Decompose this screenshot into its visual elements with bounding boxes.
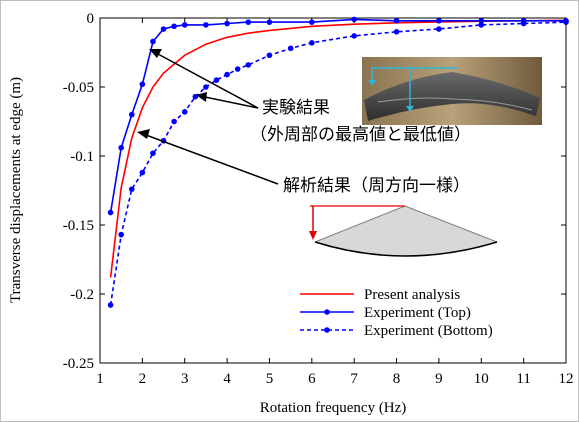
legend-marker-1	[324, 309, 330, 315]
x-tick-label: 9	[435, 371, 443, 387]
series-1-point	[118, 144, 124, 151]
series-1-point	[128, 111, 135, 118]
series-2-point	[213, 77, 220, 83]
series-2-point	[171, 118, 177, 125]
series-2-point	[351, 33, 357, 39]
series-2-point	[118, 231, 124, 238]
series-2-point	[150, 150, 156, 157]
annotation-analysis-arrow	[145, 134, 279, 185]
series-1-point	[224, 20, 230, 27]
x-tick-label: 3	[181, 371, 189, 387]
plot-frame	[99, 17, 567, 364]
annotation-experiment-arrowhead-1	[149, 49, 162, 58]
series-2-point	[393, 29, 400, 35]
series-2-point	[234, 66, 241, 72]
experiment-photo	[362, 57, 542, 125]
series-1-point	[309, 19, 315, 25]
series-2-point	[224, 71, 230, 78]
series-1-point	[351, 16, 357, 23]
series-2-point	[181, 109, 188, 115]
annotation-experiment-line2: （外周部の最高値と最低値）	[250, 125, 471, 145]
x-tick-label: 4	[223, 371, 231, 387]
annotation-analysis: 解析結果（周方向一様）	[137, 129, 470, 196]
series-2-point	[107, 302, 114, 308]
series-1-point	[160, 26, 167, 32]
series-2-point	[245, 62, 252, 68]
annotation-experiment-arrow-2	[204, 96, 259, 109]
annotation-analysis-line1: 解析結果（周方向一様）	[283, 176, 470, 196]
x-tick-label: 1	[96, 371, 104, 387]
series-1-point	[107, 209, 114, 216]
x-tick-label: 5	[266, 371, 274, 387]
x-axis-label: Rotation frequency (Hz)	[260, 400, 407, 416]
series-1-point	[478, 17, 485, 24]
series-1-point	[203, 22, 209, 28]
series-1-point	[266, 19, 273, 25]
series-2-point	[563, 19, 569, 25]
y-axis-ticks: 0 -0.05 -0.1 -0.15 -0.2 -0.25	[63, 11, 566, 372]
annotation-experiment-arrowhead-2	[196, 92, 207, 102]
y-tick-label: 0	[87, 11, 95, 27]
series-1-point	[181, 22, 188, 28]
x-tick-label: 12	[559, 371, 574, 387]
series-1-point	[436, 17, 442, 24]
series-2-point	[520, 20, 527, 27]
series-1-point	[245, 19, 252, 25]
series-2-point	[436, 26, 442, 32]
y-tick-label: -0.15	[63, 218, 94, 234]
x-tick-label: 7	[350, 371, 358, 387]
y-tick-label: -0.2	[70, 287, 94, 303]
annotation-experiment-arrow-1	[157, 53, 259, 109]
series-1-point	[150, 38, 156, 45]
legend-label-0: Present analysis	[364, 287, 460, 303]
legend-marker-2	[324, 327, 330, 333]
series-1-point	[139, 81, 146, 88]
y-axis-label: Transverse displacements at edge (m)	[8, 77, 24, 303]
x-tick-label: 11	[516, 371, 530, 387]
legend-label-2: Experiment (Bottom)	[364, 323, 493, 339]
y-tick-label: -0.05	[63, 80, 94, 96]
series-2-point	[139, 169, 146, 176]
annotation-experiment: 実験結果 （外周部の最高値と最低値）	[149, 49, 471, 145]
series-2-point	[203, 84, 209, 90]
legend: Present analysis Experiment (Top) Experime…	[300, 287, 493, 339]
series-1-point	[171, 23, 177, 30]
series-layer	[107, 16, 569, 308]
x-tick-label: 10	[474, 371, 489, 387]
series-2-point	[478, 22, 485, 28]
series-2-point	[128, 186, 135, 192]
series-2-point	[266, 52, 273, 59]
x-tick-label: 2	[139, 371, 147, 387]
series-2-point	[309, 40, 315, 46]
annotation-analysis-arrowhead	[137, 129, 150, 139]
y-tick-label: -0.1	[70, 149, 94, 165]
x-tick-label: 8	[393, 371, 401, 387]
series-2-point	[287, 45, 294, 52]
x-axis-ticks: 1 2 3 4 5 6 7 8 9 10 11 12	[96, 18, 574, 387]
cone-schematic	[309, 205, 498, 257]
annotation-experiment-line1: 実験結果	[262, 98, 330, 118]
series-1-point	[393, 17, 400, 24]
legend-label-1: Experiment (Top)	[364, 305, 471, 321]
x-tick-label: 6	[308, 371, 316, 387]
y-tick-label: -0.25	[63, 356, 94, 372]
